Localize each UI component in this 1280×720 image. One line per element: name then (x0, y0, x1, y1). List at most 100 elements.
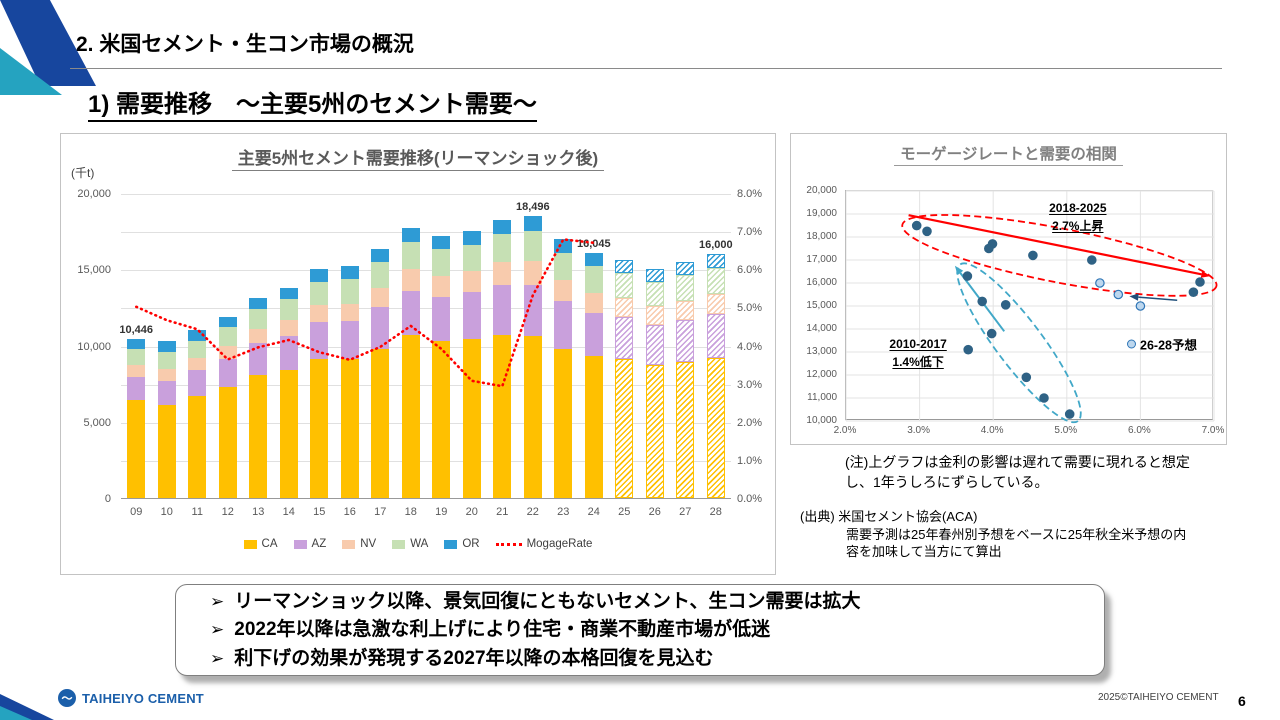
y-axis-tick: 16,000 (806, 277, 837, 288)
bar-segment-NV-14 (279, 320, 298, 336)
x-axis-tick: 21 (496, 506, 509, 518)
bar-segment-OR-27 (676, 261, 695, 276)
scatter-annotation-2: 2010-2017 1.4%低下 (889, 336, 947, 369)
x-axis-tick: 16 (343, 506, 356, 518)
bar-segment-CA-15 (310, 359, 329, 498)
x-axis-tick: 6.0% (1127, 425, 1151, 436)
bar-segment-AZ-23 (554, 301, 573, 349)
bar-segment-WA-27 (676, 275, 695, 301)
bar-segment-WA-09 (127, 348, 146, 366)
bar-segment-NV-15 (310, 305, 329, 322)
source-label: (出典) 米国セメント協会(ACA) (800, 509, 978, 524)
legend-swatch-icon (243, 539, 257, 549)
bar-segment-WA-24 (584, 266, 603, 293)
source-detail: 需要予測は25年春州別予想をベースに25年秋全米予想の内容を加味して当方にて算出 (846, 526, 1187, 560)
bar-segment-CA-25 (615, 359, 634, 498)
y-axis-tick: 12,000 (806, 369, 837, 380)
scatter-annotation-1: 2018-2025 2.7%上昇 (1049, 201, 1107, 234)
page-number: 6 (1238, 693, 1246, 709)
bar-segment-OR-19 (432, 235, 451, 250)
bar-segment-AZ-12 (218, 358, 237, 387)
y-axis-tick: 15,000 (77, 264, 111, 277)
x-axis-tick: 5.0% (1054, 425, 1078, 436)
source-block: (出典) 米国セメント協会(ACA) 需要予測は25年春州別予想をベースに25年… (800, 508, 1225, 561)
bar-segment-CA-20 (462, 339, 481, 498)
scatter-chart-panel: モーゲージレートと需要の相関 10,000 11,000 12,000 13,000 1… (790, 133, 1227, 445)
x-axis-tick: 25 (618, 506, 631, 518)
x-axis-tick: 19 (435, 506, 448, 518)
bullet-arrow-icon: ➢ (210, 648, 225, 668)
bar-segment-WA-26 (645, 282, 664, 306)
x-axis-tick: 12 (221, 506, 234, 518)
summary-bullet-1-text: リーマンショック以降、景気回復にともないセメント、生コン需要は拡大 (234, 590, 861, 612)
bar-segment-NV-27 (676, 300, 695, 321)
legend-item-mortgage-rate: MogageRate (495, 538, 592, 550)
bar-segment-OR-22 (523, 215, 542, 232)
legend-item-NV: NV (342, 538, 376, 550)
copyright-text: 2025©TAIHEIYO CEMENT (1098, 692, 1219, 703)
legend-item-AZ: AZ (293, 538, 326, 550)
bar-segment-CA-13 (249, 374, 268, 498)
x-axis-tick: 18 (404, 506, 417, 518)
bar-segment-OR-12 (218, 316, 237, 328)
legend-item-CA: CA (243, 538, 278, 550)
taiheiyo-logo-icon: 〜 (58, 689, 76, 707)
secondary-y-axis-tick: 8.0% (737, 188, 763, 200)
bar-segment-WA-25 (615, 273, 634, 298)
x-axis-tick: 10 (160, 506, 173, 518)
gridline (121, 346, 731, 348)
taiheiyo-logo-text: TAIHEIYO CEMENT (82, 690, 204, 706)
y-axis-tick: 11,000 (807, 392, 837, 403)
x-axis-tick: 3.0% (907, 425, 930, 436)
bar-segment-CA-18 (401, 334, 420, 498)
bar-segment-AZ-11 (188, 369, 207, 396)
bar-segment-WA-12 (218, 327, 237, 346)
y-axis-tick: 5,000 (83, 416, 111, 429)
scatter-forecast-legend: 26-28予想 (1127, 334, 1197, 353)
bar-segment-WA-15 (310, 281, 329, 306)
bar-segment-AZ-26 (645, 324, 664, 366)
bar-segment-AZ-13 (249, 343, 268, 375)
bar-chart-panel: 主要5州セメント需要推移(リーマンショック後) (千t) 0 5,000 10,00… (60, 133, 776, 575)
bar-segment-WA-14 (279, 298, 298, 321)
bar-segment-OR-16 (340, 266, 359, 280)
x-axis-tick: 7.0% (1201, 425, 1225, 436)
bar-segment-NV-22 (523, 260, 542, 285)
secondary-y-axis-tick: 3.0% (737, 378, 763, 391)
bar-segment-OR-15 (310, 268, 329, 282)
secondary-y-axis-tick: 6.0% (737, 264, 763, 277)
gridline (121, 460, 731, 462)
summary-bullet-1: ➢ リーマンショック以降、景気回復にともないセメント、生コン需要は拡大 (210, 589, 1104, 615)
bar-segment-AZ-22 (523, 284, 542, 337)
legend-item-OR: OR (444, 538, 480, 550)
bar-segment-CA-28 (706, 357, 725, 498)
bar-data-label: 16,045 (576, 238, 611, 251)
y-axis-tick: 0 (104, 493, 111, 505)
y-axis-tick: 17,000 (806, 254, 837, 265)
bar-segment-NV-26 (645, 305, 664, 325)
gridline (121, 270, 731, 272)
bar-segment-NV-25 (615, 297, 634, 318)
bar-segment-AZ-19 (432, 296, 451, 341)
bar-segment-OR-28 (706, 254, 725, 268)
bar-segment-OR-09 (127, 338, 146, 349)
bar-segment-NV-18 (401, 269, 420, 291)
bar-segment-NV-23 (554, 279, 573, 302)
y-axis-tick: 15,000 (806, 300, 837, 311)
summary-bullet-3-text: 利下げの効果が発現する2027年以降の本格回復を見込む (234, 647, 714, 669)
legend-item-WA: WA (392, 538, 428, 550)
bar-segment-AZ-24 (584, 312, 603, 357)
x-axis-tick: 24 (587, 506, 600, 518)
bar-segment-AZ-16 (340, 321, 359, 360)
bar-segment-CA-12 (218, 386, 237, 498)
bar-segment-AZ-21 (493, 284, 512, 335)
bar-segment-NV-11 (188, 357, 207, 370)
bar-segment-AZ-14 (279, 335, 298, 370)
legend-swatch-icon (392, 539, 406, 549)
bar-segment-OR-23 (554, 238, 573, 253)
secondary-y-axis-tick: 5.0% (737, 302, 763, 315)
bar-segment-CA-16 (340, 359, 359, 498)
secondary-y-axis-tick: 2.0% (737, 416, 763, 429)
bar-segment-WA-22 (523, 231, 542, 261)
bar-segment-CA-23 (554, 348, 573, 498)
